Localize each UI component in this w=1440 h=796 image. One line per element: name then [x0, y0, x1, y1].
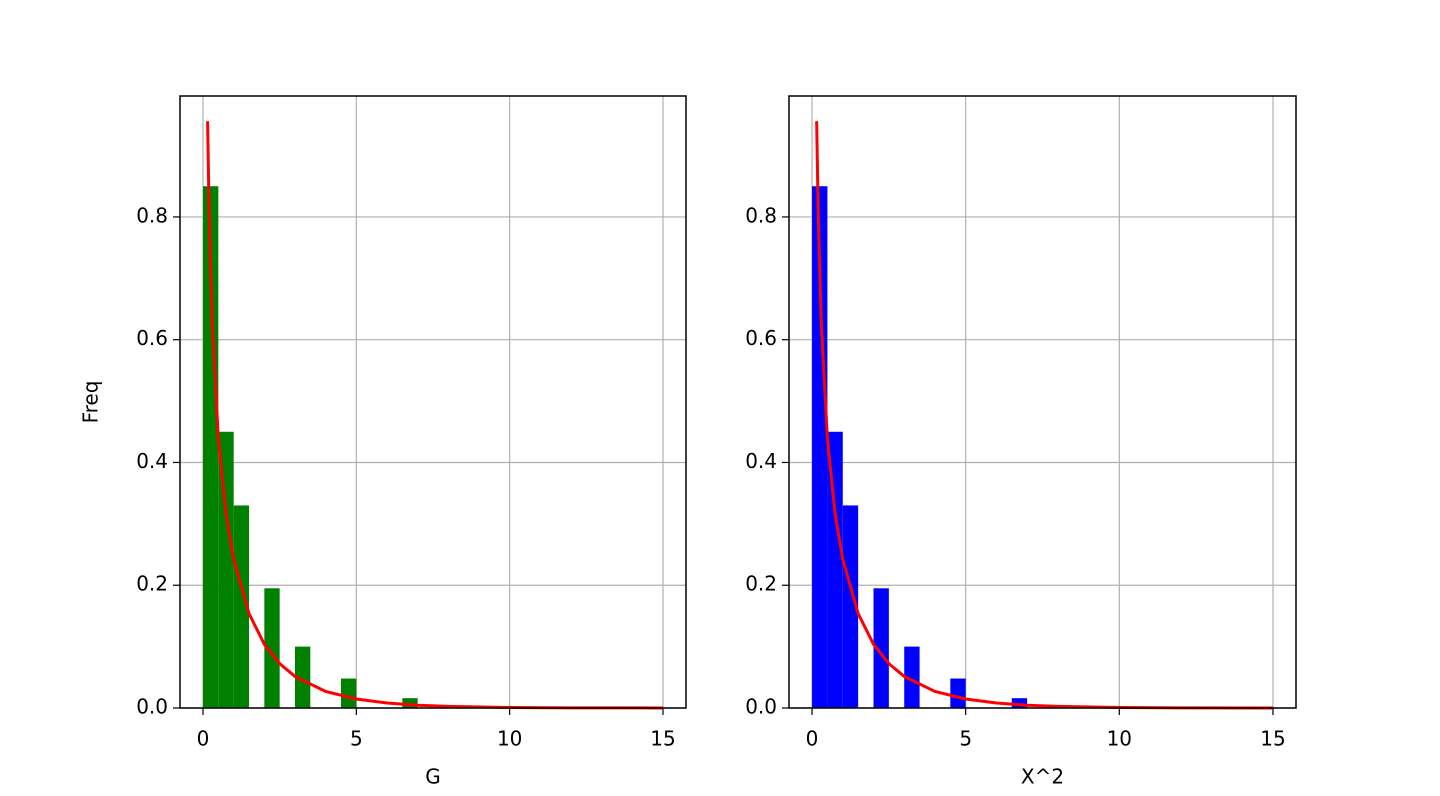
histogram-bar	[264, 588, 280, 708]
histogram-bar	[203, 186, 219, 708]
histogram-bar	[402, 698, 418, 708]
y-tick-label: 0.6	[136, 326, 168, 350]
histogram-bar	[842, 505, 859, 708]
axes-frame	[179, 95, 687, 709]
x-tick-label: 5	[350, 727, 363, 751]
x-axis-label: X^2	[1021, 765, 1064, 789]
y-tick-label: 0.2	[745, 572, 777, 596]
density-curve	[815, 121, 1273, 710]
histogram-bar	[812, 186, 828, 708]
y-tick-label: 0.8	[745, 203, 777, 227]
y-tick-label: 0.0	[136, 695, 168, 719]
x-tick-label: 10	[1107, 727, 1132, 751]
x-tick-label: 0	[197, 727, 210, 751]
histogram-bar	[827, 431, 843, 708]
histogram-bar	[233, 505, 249, 708]
histogram-bar	[904, 646, 920, 708]
x-tick-label: 10	[497, 727, 522, 751]
x-tick-label: 0	[806, 727, 819, 751]
density-curve	[206, 121, 664, 710]
y-tick-label: 0.0	[745, 695, 777, 719]
subplot: 0 5 10 15 0.0 0.2 0.4 0.6 0.8 X^2	[745, 95, 1297, 789]
y-tick-label: 0.4	[745, 449, 777, 473]
x-axis-label: G	[425, 765, 441, 789]
histogram-bar	[950, 678, 966, 708]
y-tick-label: 0.6	[745, 326, 777, 350]
histogram-bar	[295, 646, 311, 708]
histogram-bar	[1011, 698, 1028, 708]
axes-frame	[788, 95, 1297, 709]
x-tick-label: 5	[959, 727, 972, 751]
y-tick-label: 0.8	[136, 203, 168, 227]
x-tick-label: 15	[1260, 727, 1285, 751]
y-tick-label: 0.4	[136, 449, 168, 473]
histogram-bar	[218, 431, 234, 708]
histogram-bar	[873, 588, 889, 708]
x-tick-label: 15	[650, 727, 675, 751]
subplot: 0 5 10 15 0.0 0.2 0.4 0.6 0.8 G Freq	[79, 95, 687, 789]
y-tick-label: 0.2	[136, 572, 168, 596]
y-axis-label: Freq	[79, 381, 103, 424]
histogram-bar	[341, 678, 357, 708]
